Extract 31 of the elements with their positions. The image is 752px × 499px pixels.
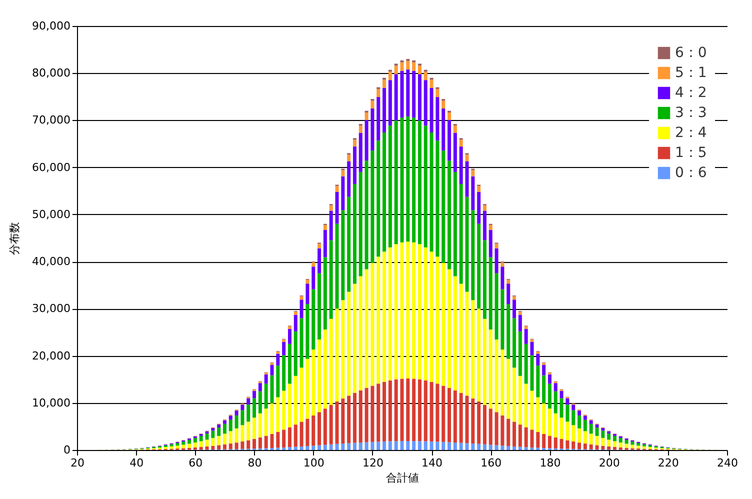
y-tick-label: 0 [64, 444, 70, 456]
y-tick-label: 80,000 [32, 66, 70, 80]
y-tick-label: 20,000 [32, 349, 70, 362]
x-tick-label: 140 [422, 456, 443, 470]
legend-label: 6：0 [675, 45, 707, 61]
x-tick-label: 240 [717, 456, 738, 470]
legend-label: 0：6 [675, 165, 707, 181]
legend-label: 4：2 [675, 85, 707, 101]
x-axis-title: 合計値 [386, 472, 419, 484]
y-tick-label: 90,000 [32, 20, 70, 32]
x-tick-label: 180 [540, 456, 561, 470]
x-tick-label: 160 [480, 456, 502, 470]
x-tick-label: 40 [130, 456, 144, 470]
legend-label: 1：5 [675, 145, 707, 161]
y-tick-label: 30,000 [32, 302, 70, 316]
y-tick-label: 70,000 [32, 114, 70, 127]
x-tick-label: 20 [70, 456, 84, 470]
y-axis-title: 分布数 [8, 222, 22, 255]
x-tick-label: 220 [658, 456, 679, 470]
x-tick-label: 80 [248, 456, 262, 470]
legend-label: 3：3 [675, 105, 707, 121]
y-tick-label: 10,000 [32, 396, 70, 410]
x-tick-label: 60 [188, 456, 203, 470]
legend-label: 5：1 [675, 65, 707, 81]
y-tick-label: 40,000 [32, 255, 70, 268]
legend-label: 2：4 [675, 125, 707, 141]
x-tick-label: 200 [598, 456, 620, 470]
x-tick-label: 120 [362, 456, 384, 470]
y-tick-label: 50,000 [32, 208, 70, 221]
x-tick-label: 100 [303, 456, 324, 470]
y-tick-label: 60,000 [32, 160, 70, 174]
